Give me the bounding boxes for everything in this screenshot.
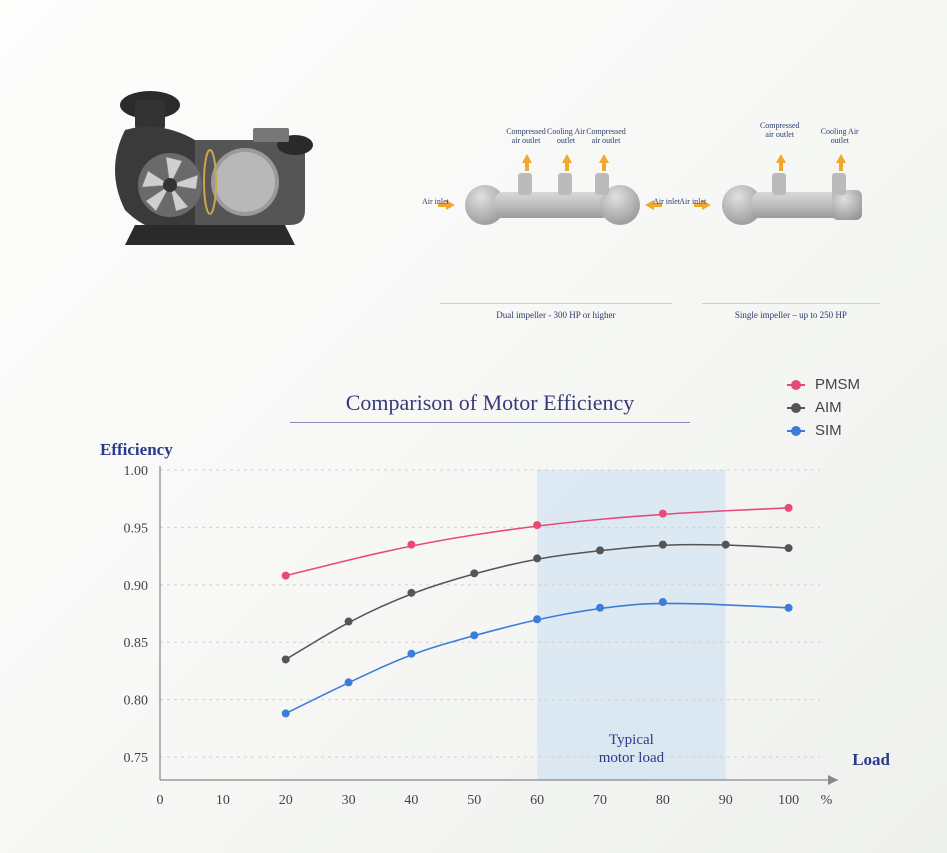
svg-text:0.80: 0.80: [124, 694, 149, 709]
label-compressed-outlet-s: Compressedair outlet: [754, 122, 806, 140]
product-images-row: Compressedair outlet Cooling Airoutlet C…: [0, 70, 947, 340]
single-caption: Single impeller – up to 250 HP: [702, 303, 880, 320]
svg-text:100: 100: [778, 793, 799, 808]
legend-sim: SIM: [787, 422, 860, 439]
chart-legend: PMSM AIM SIM: [787, 376, 860, 445]
svg-text:Typical: Typical: [609, 732, 654, 748]
svg-text:40: 40: [404, 793, 418, 808]
label-air-inlet-r: Air inlet: [650, 198, 680, 207]
svg-text:20: 20: [279, 793, 293, 808]
svg-text:70: 70: [593, 793, 607, 808]
efficiency-chart: Comparison of Motor Efficiency PMSM AIM …: [90, 380, 880, 820]
legend-label: PMSM: [815, 376, 860, 393]
svg-text:0.75: 0.75: [124, 751, 149, 766]
single-impeller-diagram: Compressedair outlet Cooling Airoutlet A…: [702, 100, 880, 320]
svg-text:80: 80: [656, 793, 670, 808]
legend-pmsm: PMSM: [787, 376, 860, 393]
svg-text:10: 10: [216, 793, 230, 808]
svg-text:0.85: 0.85: [124, 636, 149, 651]
chart-title: Comparison of Motor Efficiency: [290, 390, 690, 423]
motor-cutaway-image: [95, 70, 325, 270]
chart-plot-area: 0.75 0.80 0.85 0.90 0.95 1.00 0 10 20 30 40 50 60 70 8…: [90, 450, 880, 830]
svg-text:0.90: 0.90: [124, 579, 149, 594]
svg-text:motor load: motor load: [599, 750, 665, 766]
svg-text:90: 90: [719, 793, 733, 808]
legend-aim: AIM: [787, 399, 860, 416]
label-air-inlet-s: Air inlet: [678, 198, 708, 207]
label-cooling-outlet-s: Cooling Airoutlet: [816, 128, 864, 146]
label-compressed-outlet-r: Compressedair outlet: [580, 128, 632, 146]
svg-text:30: 30: [342, 793, 356, 808]
airflow-diagrams: Compressedair outlet Cooling Airoutlet C…: [440, 100, 880, 320]
svg-text:50: 50: [467, 793, 481, 808]
svg-text:60: 60: [530, 793, 544, 808]
legend-label: SIM: [815, 422, 842, 439]
label-air-inlet-l: Air inlet: [422, 198, 452, 207]
svg-text:0: 0: [157, 793, 164, 808]
svg-text:0.95: 0.95: [124, 521, 149, 536]
svg-text:%: %: [821, 793, 833, 808]
dual-impeller-diagram: Compressedair outlet Cooling Airoutlet C…: [440, 100, 672, 320]
legend-label: AIM: [815, 399, 842, 416]
svg-text:1.00: 1.00: [124, 464, 149, 479]
dual-caption: Dual impeller - 300 HP or higher: [440, 303, 672, 320]
